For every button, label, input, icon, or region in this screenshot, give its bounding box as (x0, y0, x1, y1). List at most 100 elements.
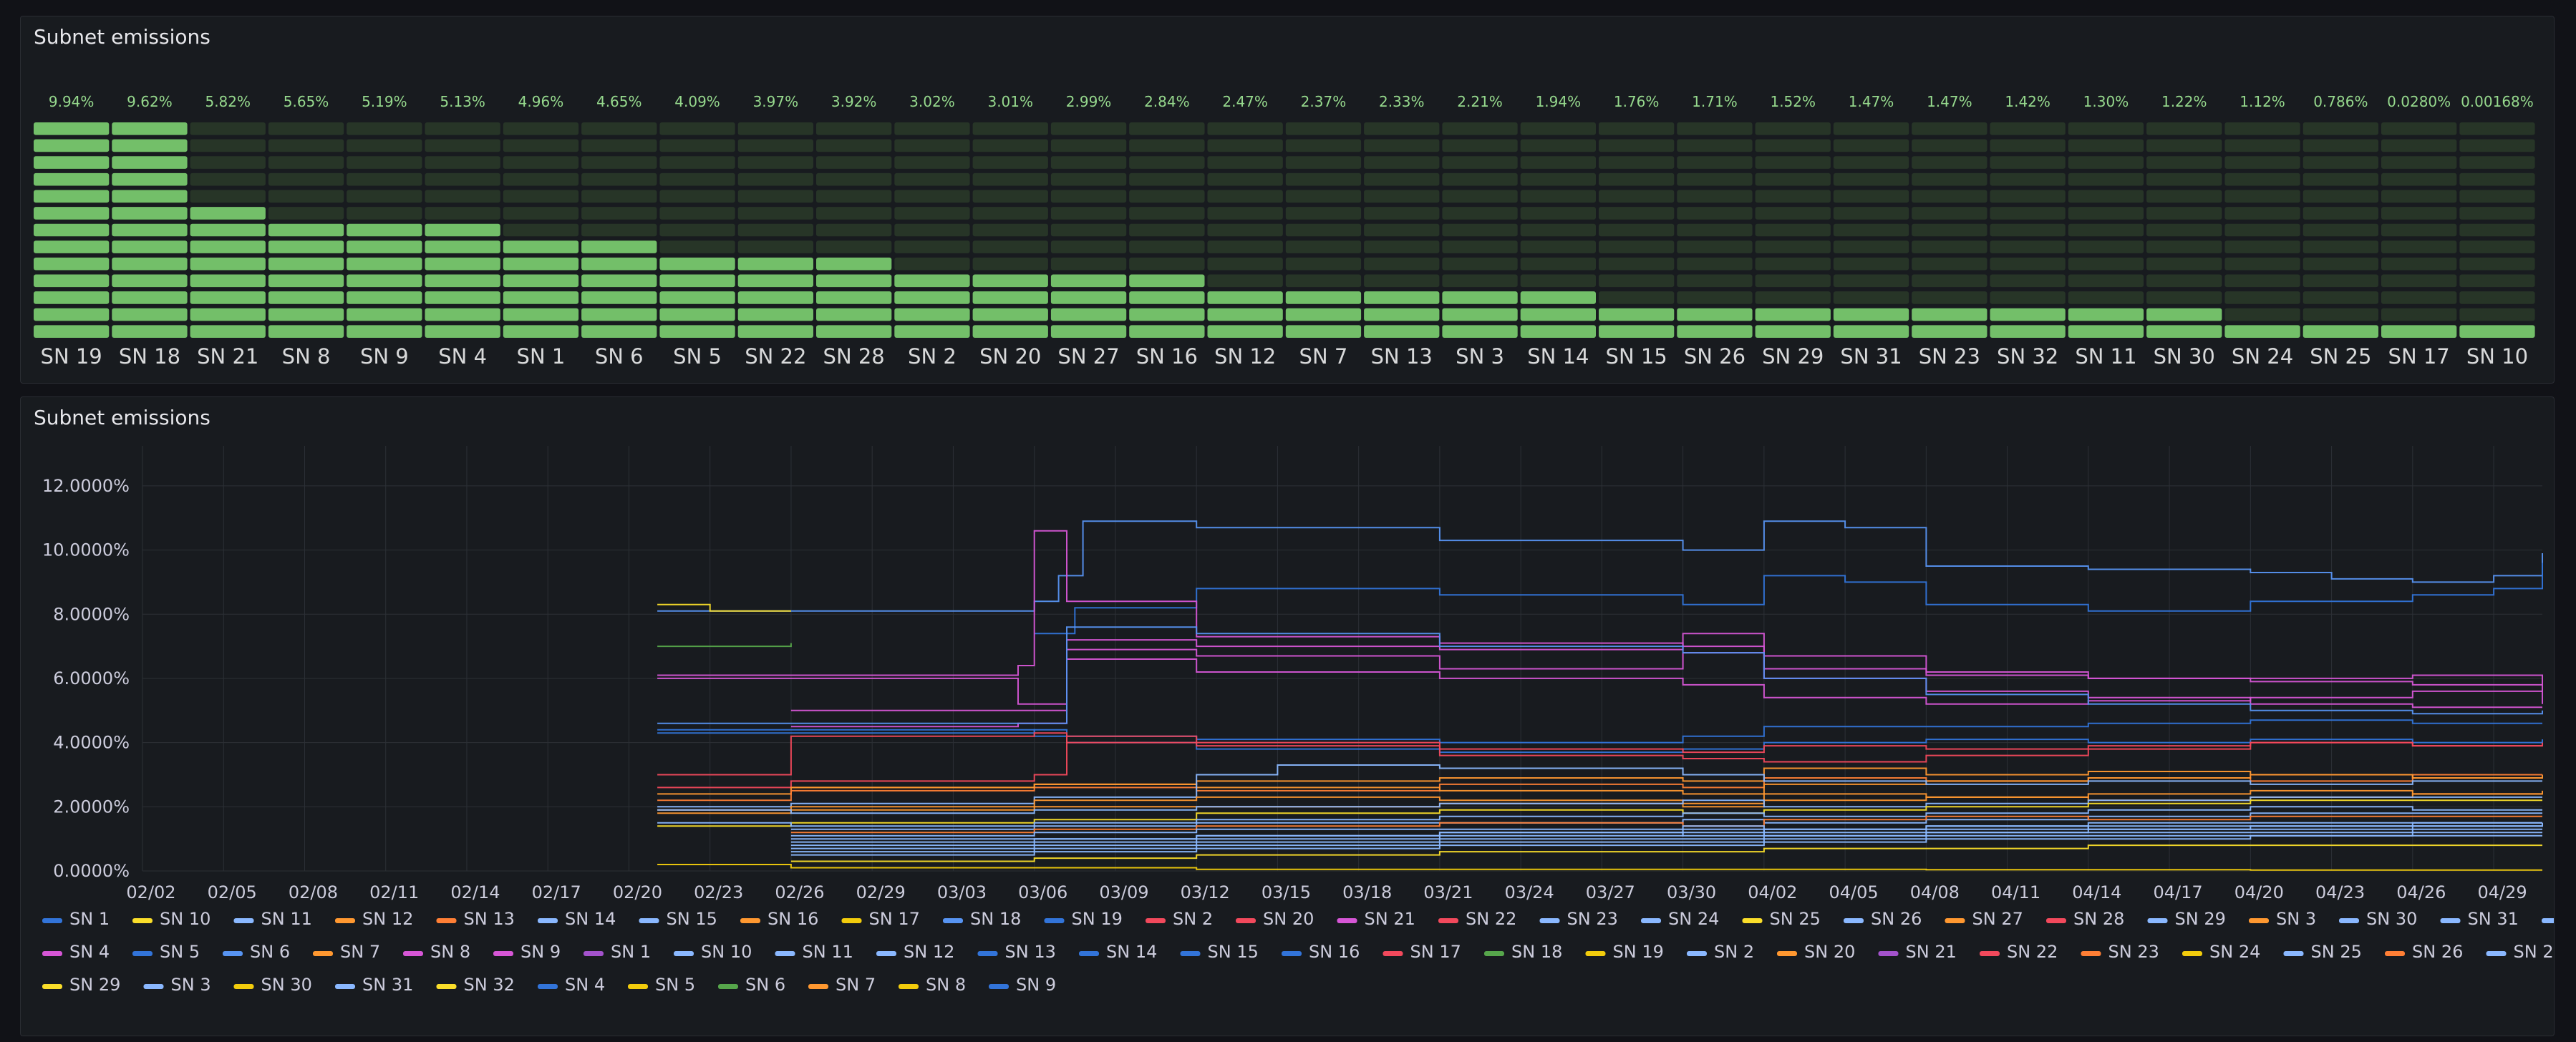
series-line (657, 735, 2542, 789)
bar-segment (659, 223, 735, 237)
bar-segment (1207, 274, 1283, 288)
legend-swatch (2486, 951, 2507, 956)
x-tick-label: 03/21 (1423, 882, 1473, 902)
bar-segment (1755, 308, 1831, 321)
bar-segment (2224, 190, 2300, 203)
bar-segment (1912, 156, 1987, 169)
bar-segment (816, 240, 892, 253)
bar-segment (1990, 122, 2066, 135)
bar-segment (1364, 172, 1440, 186)
bar-segment (1285, 172, 1362, 186)
x-tick-label: 03/27 (1586, 882, 1635, 902)
legend-item: SN 6 (745, 975, 785, 995)
bar-segment (1520, 257, 1596, 271)
legend-swatch (1980, 951, 2000, 956)
bar-segment (2224, 139, 2300, 152)
legend-swatch (841, 918, 862, 923)
legend-item: SN 31 (2468, 909, 2519, 929)
bar-segment (503, 190, 579, 203)
bar-segment (34, 139, 110, 152)
bar-segment (1442, 291, 1518, 304)
series-line (790, 633, 2542, 728)
bar-segment (2224, 223, 2300, 237)
series-line (790, 658, 2543, 711)
bar-segment (1677, 308, 1753, 321)
bar-segment (2381, 156, 2457, 169)
bar-segment (894, 172, 970, 186)
bar-segment (894, 325, 970, 338)
legend-swatch (943, 918, 963, 923)
bar-segment (972, 291, 1048, 304)
bar-segment (1833, 172, 1909, 186)
bar-category-label: SN 12 (1214, 344, 1276, 369)
series-line (790, 822, 2542, 837)
series-line (1034, 563, 2543, 635)
bar-segment (737, 308, 813, 321)
bar-value-label: 1.47% (1927, 93, 1972, 110)
bar-segment (1912, 291, 1987, 304)
series-line (790, 822, 2542, 840)
x-tick-label: 04/23 (2315, 882, 2365, 902)
bar-segment (2224, 240, 2300, 253)
bar-segment (1129, 291, 1205, 304)
bar-segment (1833, 325, 1909, 338)
bar-category-label: SN 6 (595, 344, 644, 369)
legend-swatch (493, 951, 513, 956)
bar-segment (894, 122, 970, 135)
bar-segment (2459, 223, 2535, 237)
series-line (790, 812, 2542, 830)
bar-segment (2303, 291, 2378, 304)
bar-segment (1050, 156, 1127, 169)
bar-segment (1364, 207, 1440, 220)
bar-segment (1050, 223, 1127, 237)
legend-item: SN 6 (250, 942, 290, 962)
bar-segment (1442, 308, 1518, 321)
series-line (790, 844, 2542, 862)
bar-segment (112, 274, 188, 288)
legend-item: SN 8 (926, 975, 966, 995)
bar-category-label: SN 10 (2466, 344, 2528, 369)
bar-segment (1442, 223, 1518, 237)
bar-segment (2146, 139, 2222, 152)
bar-segment (2068, 223, 2144, 237)
legend-swatch (1539, 918, 1560, 923)
bar-segment (1755, 172, 1831, 186)
bar-segment (1050, 190, 1127, 203)
bar-segment (1912, 308, 1987, 321)
bar-segment (34, 325, 110, 338)
bar-segment (2224, 207, 2300, 220)
bar-segment (1207, 190, 1283, 203)
bar-segment (34, 190, 110, 203)
legend-swatch (1484, 951, 1504, 956)
bar-value-label: 1.47% (1849, 93, 1894, 110)
bar-category-label: SN 3 (1456, 344, 1504, 369)
legend-swatch (628, 984, 648, 989)
bar-segment (1520, 223, 1596, 237)
bar-segment (1285, 257, 1362, 271)
bar-segment (503, 325, 579, 338)
bar-segment (2146, 172, 2222, 186)
bar-category-label: SN 14 (1527, 344, 1589, 369)
legend-item: SN 11 (261, 909, 312, 929)
bar-segment (1833, 223, 1909, 237)
bar-segment (1833, 122, 1909, 135)
bar-segment (1599, 156, 1675, 169)
bar-segment (1755, 240, 1831, 253)
bar-value-label: 5.65% (284, 93, 329, 110)
bar-segment (2303, 325, 2378, 338)
bar-segment (268, 257, 344, 271)
bar-segment (659, 190, 735, 203)
bar-segment (190, 223, 266, 237)
bar-segment (816, 325, 892, 338)
bar-category-label: SN 28 (823, 344, 885, 369)
bar-segment (1599, 172, 1675, 186)
bar-segment (347, 139, 422, 152)
bar-segment (2068, 190, 2144, 203)
legend-item: SN 28 (2073, 909, 2124, 929)
bar-category-label: SN 17 (2388, 344, 2450, 369)
bar-segment (2381, 223, 2457, 237)
bar-segment (1912, 122, 1987, 135)
x-tick-label: 03/12 (1181, 882, 1230, 902)
legend-swatch (899, 984, 919, 989)
bar-segment (1599, 274, 1675, 288)
